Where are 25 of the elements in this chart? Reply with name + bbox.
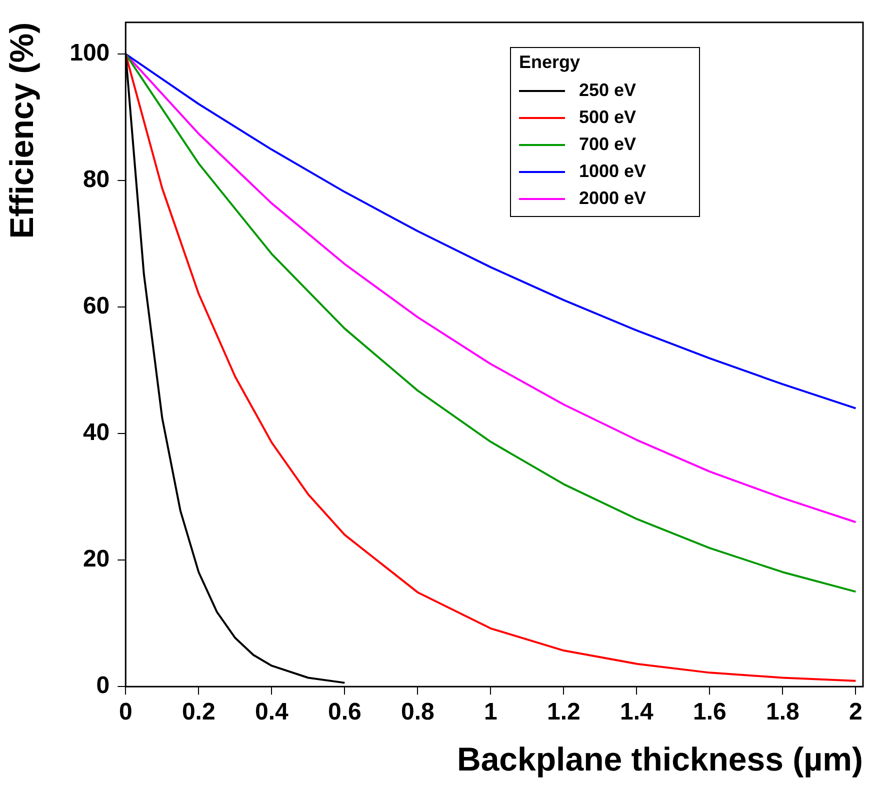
y-tick-label: 80 [82,166,110,194]
y-tick-label: 60 [82,292,110,320]
legend-label: 700 eV [579,134,636,155]
x-tick-label: 1 [484,698,498,726]
y-tick-label: 40 [82,419,110,446]
legend-title: Energy [519,52,582,73]
y-tick-label: 100 [70,40,110,67]
x-tick-label: 1.6 [693,698,726,726]
y-axis-title: Efficiency (%) [2,22,40,239]
x-tick-label: 1.4 [620,698,654,726]
legend-label: 250 eV [579,80,636,101]
x-tick-label: 0.6 [328,698,362,726]
legend-label: 2000 eV [579,188,646,209]
y-tick-label: 0 [96,672,110,700]
x-tick-label: 0.4 [254,698,289,726]
x-tick-label: 0.2 [182,698,216,726]
x-tick-label: 0.8 [400,698,434,726]
x-tick-label: 0 [118,698,132,726]
y-tick-label: 20 [82,546,110,573]
legend-label: 500 eV [579,107,636,128]
x-tick-label: 1.2 [546,698,580,726]
x-tick-label: 1.8 [766,698,800,726]
x-axis-title: Backplane thickness (µm) [457,740,863,778]
legend-label: 1000 eV [579,161,646,182]
x-tick-label: 2 [849,698,862,726]
